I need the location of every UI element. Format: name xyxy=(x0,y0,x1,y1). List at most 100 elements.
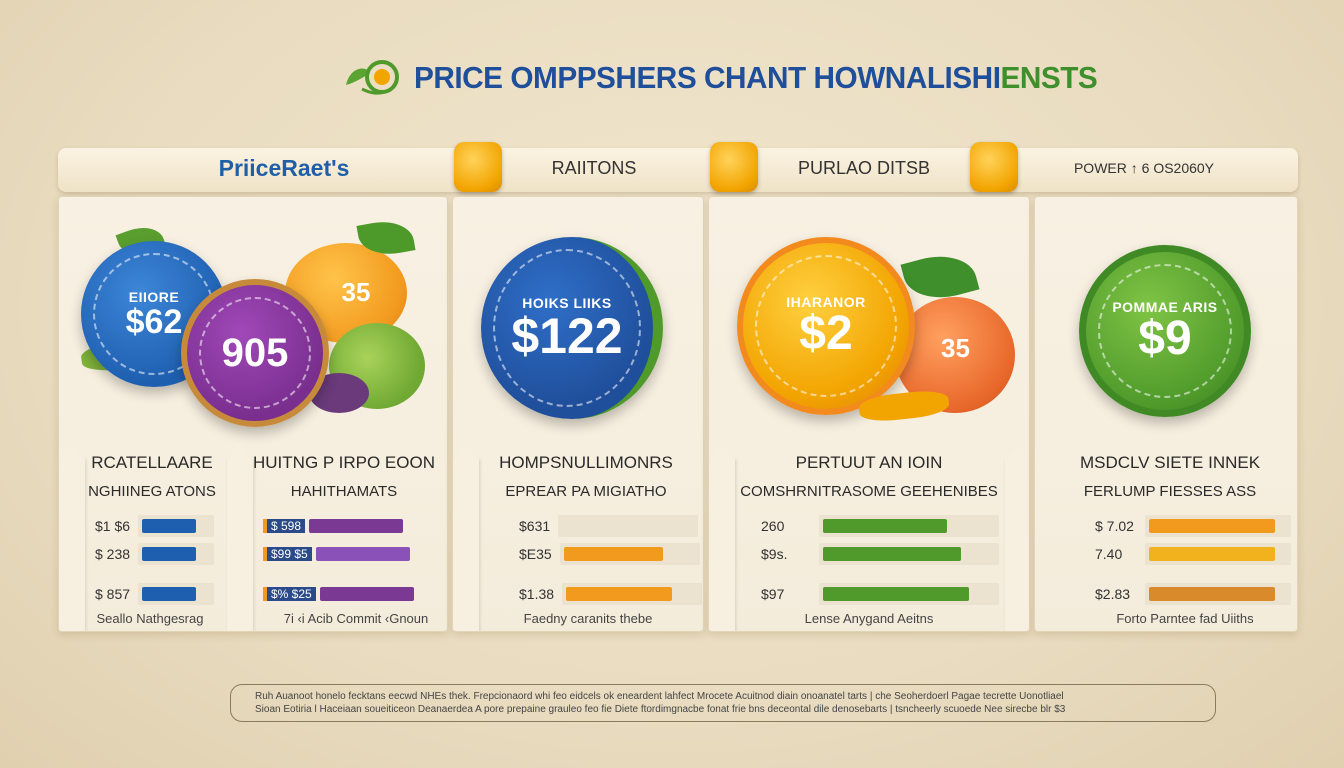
bar-track xyxy=(305,515,415,537)
circle-label: IHARANOR xyxy=(786,294,866,310)
divider-post xyxy=(709,445,735,631)
bar-fill xyxy=(566,587,673,601)
header-col1: PriiceRaet's xyxy=(218,154,350,181)
footnote-line-1: Ruh Auanoot honelo fecktans eecwd NHEs t… xyxy=(255,690,1064,702)
bar-row: $ 7.02 xyxy=(1095,515,1291,537)
bar-label: $1 $6 xyxy=(95,518,131,534)
header-knob-1 xyxy=(454,142,502,192)
bar-label: 7.40 xyxy=(1095,546,1123,562)
header-knob-3 xyxy=(970,142,1018,192)
circle-blue-label: EIIORE xyxy=(128,289,180,305)
bar-fill xyxy=(823,587,969,601)
bar-fill xyxy=(142,547,197,561)
circle-purple-value: 905 xyxy=(221,331,289,375)
bar-label: $9s. xyxy=(761,546,788,562)
bar-row: $ 857 xyxy=(95,583,215,605)
bar-row: $1 $6 xyxy=(95,515,215,537)
bar-fill xyxy=(309,519,404,533)
bar-track xyxy=(559,543,700,565)
bar-track xyxy=(819,583,999,605)
divider-post xyxy=(453,445,479,631)
section-heading: MSDCLV SIETE INNEK FERLUMP FIESSES ASS xyxy=(1055,453,1285,500)
section-title: MSDCLV SIETE INNEK xyxy=(1079,453,1261,472)
bar-fill xyxy=(823,547,961,561)
section-subtitle: EPREAR PA MIGIATHO xyxy=(505,483,667,500)
circle-value: $122 xyxy=(511,308,623,364)
bar-fill xyxy=(1149,519,1275,533)
section-heading: HOMPSNULLIMONRS EPREAR PA MIGIATHO xyxy=(481,453,691,500)
bar-label: $99 $5 xyxy=(263,547,312,561)
header-col4: POWER ↑ 6 OS2060Y xyxy=(1073,160,1215,176)
section-title: PERTUUT AN IOIN xyxy=(795,453,943,472)
page-title-accent: ENSTS xyxy=(1000,60,1098,95)
bar-track xyxy=(1145,543,1291,565)
bar-track xyxy=(138,543,215,565)
panel-1: EIIORE $62 35 905 RCATELLAARE NGHIINEG A… xyxy=(58,196,448,632)
price-circle-orange: IHARANOR $2 xyxy=(737,237,915,415)
bar-row: $2.83 xyxy=(1095,583,1291,605)
header-bar xyxy=(58,148,1298,192)
pumpkin-price: 35 xyxy=(321,257,391,327)
bar-track xyxy=(1145,515,1291,537)
bar-row: 260 xyxy=(761,515,999,537)
panel-footnote: 7i ‹i Acib Commit ‹Gnoun xyxy=(283,611,429,626)
section-subtitle: COMSHRNITRASOME GEEHENIBES xyxy=(740,483,998,500)
bar-label: $ 598 xyxy=(263,519,306,533)
bar-track xyxy=(1145,583,1291,605)
bar-label: $97 xyxy=(761,586,785,602)
bar-label: $2.83 xyxy=(1095,586,1131,602)
circle-blue-value: $62 xyxy=(125,303,183,341)
page-title-main: PRICE OMPPSHERS CHANT HOWNALISHI xyxy=(414,60,1001,95)
bar-label: $ 857 xyxy=(95,586,131,602)
panel-footnote: Lense Anygand Aeitns xyxy=(804,611,934,626)
leaf-logo-icon xyxy=(340,55,404,101)
bar-track xyxy=(138,515,215,537)
circle-label: HOIKS LIIKS xyxy=(522,295,612,311)
bar-row: $% $25 xyxy=(263,583,426,605)
bar-track xyxy=(819,543,999,565)
section-title: RCATELLAARE xyxy=(91,453,213,472)
page-title: PRICE OMPPSHERS CHANT HOWNALISHIENSTS xyxy=(414,60,1098,96)
bar-label: $E35 xyxy=(519,546,552,562)
divider-post xyxy=(59,445,85,631)
panel-4: POMMAE ARIS $9 MSDCLV SIETE INNEK FERLUM… xyxy=(1034,196,1298,632)
section-subtitle: NGHIINEG ATONS xyxy=(88,483,216,500)
header-col2: RAIITONS xyxy=(551,157,637,178)
section-subtitle: HAHITHAMATS xyxy=(290,483,398,500)
divider-post xyxy=(227,445,253,631)
section-title: HOMPSNULLIMONRS xyxy=(499,453,673,472)
comparison-board: PriiceRaet's RAIITONS PURLAO DITSB POWER… xyxy=(54,142,1302,638)
bar-fill xyxy=(1149,547,1275,561)
bar-track xyxy=(558,515,699,537)
circle-label: POMMAE ARIS xyxy=(1112,299,1218,315)
bar-track xyxy=(819,515,999,537)
price-circle-blue: HOIKS LIIKS $122 xyxy=(481,237,663,419)
price-circle-green: POMMAE ARIS $9 xyxy=(1079,245,1251,417)
header-knob-2 xyxy=(710,142,758,192)
section-title: HUITNG P IRPO EOON xyxy=(253,453,435,472)
bar-label: 260 xyxy=(761,518,785,534)
panel-footnote: Seallo Nathgesrag xyxy=(96,611,204,626)
bar-track xyxy=(316,583,426,605)
circle-value: $9 xyxy=(1138,312,1192,365)
small-price-badge: 35 xyxy=(941,333,970,363)
bar-row: $ 238 xyxy=(95,543,215,565)
panel-2: HOIKS LIIKS $122 HOMPSNULLIMONRS EPREAR … xyxy=(452,196,704,632)
section-subtitle: FERLUMP FIESSES ASS xyxy=(1083,483,1257,500)
price-circle-purple: 905 xyxy=(181,279,329,427)
divider-post xyxy=(1005,445,1029,631)
circle-value: $2 xyxy=(799,307,853,360)
bar-label: $ 238 xyxy=(95,546,131,562)
bar-label: $ 7.02 xyxy=(1095,518,1134,534)
bar-row: $1.38 xyxy=(519,583,703,605)
pumpkin-price-value: 35 xyxy=(341,277,371,307)
bar-row: $631 xyxy=(519,515,699,537)
section-heading: PERTUUT AN IOIN COMSHRNITRASOME GEEHENIB… xyxy=(739,453,999,500)
header-col3: PURLAO DITSB xyxy=(797,157,931,178)
bar-label: $631 xyxy=(519,518,551,534)
footnote-line-2: Sioan Eotiria l Haceiaan soueiticeon Dea… xyxy=(255,704,1066,715)
footnote-box: Ruh Auanoot honelo fecktans eecwd NHEs t… xyxy=(230,684,1216,722)
bar-track xyxy=(312,543,422,565)
panel-footnote: Forto Parntee fad Uiiths xyxy=(1116,611,1254,626)
bar-label: $% $25 xyxy=(263,587,316,601)
